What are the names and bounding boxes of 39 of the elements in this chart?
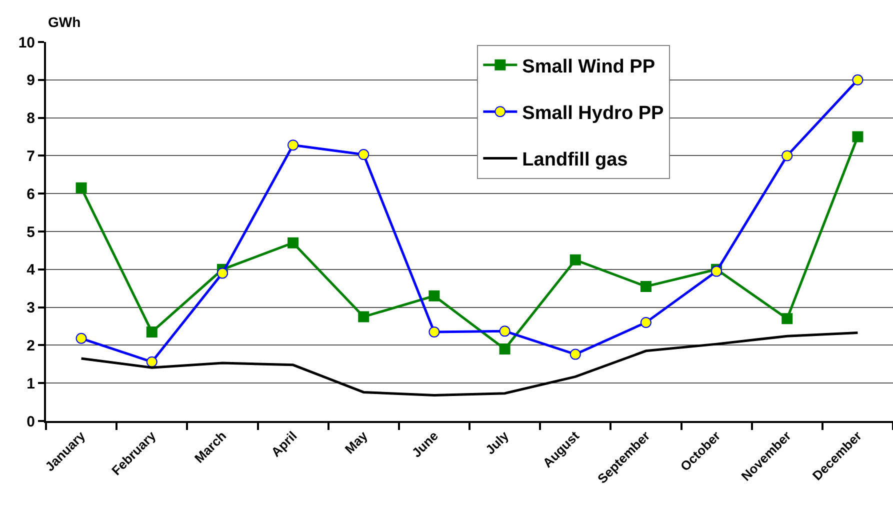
x-tick-label: July [482, 428, 512, 458]
point [288, 237, 299, 248]
y-tick-label: 8 [26, 110, 35, 128]
point [782, 313, 793, 324]
point [428, 290, 440, 302]
y-tick-label: 9 [26, 72, 35, 90]
x-tick-label: May [342, 428, 371, 457]
point [499, 326, 510, 337]
point [358, 149, 370, 160]
legend-label: Landfill gas [522, 150, 628, 171]
legend-label: Small Wind PP [522, 56, 656, 78]
y-tick-label: 5 [26, 224, 35, 241]
point [640, 316, 652, 328]
point [358, 311, 370, 322]
y-tick-label: 1 [26, 375, 35, 392]
point [146, 326, 158, 338]
line-series [80, 331, 859, 396]
point [76, 182, 87, 194]
y-tick-label: 6 [26, 186, 35, 203]
point [146, 356, 158, 368]
point [570, 348, 581, 360]
y-tick-label: 10 [18, 34, 35, 52]
point [216, 268, 228, 279]
y-tick-label: 3 [26, 300, 35, 317]
point [288, 140, 299, 151]
point [852, 74, 864, 86]
point [852, 131, 864, 142]
legend-label: Small Hydro PP [522, 102, 664, 124]
point [499, 343, 510, 354]
y-tick-label: 2 [26, 337, 35, 354]
y-tick-label: 4 [26, 262, 36, 279]
y-tick-label: 0 [26, 413, 35, 430]
y-axis-title: GWh [48, 14, 81, 30]
point [428, 326, 440, 338]
point [640, 280, 652, 292]
y-tick-label: 7 [26, 148, 35, 165]
point [570, 254, 581, 266]
point [76, 332, 87, 344]
point [782, 150, 793, 162]
